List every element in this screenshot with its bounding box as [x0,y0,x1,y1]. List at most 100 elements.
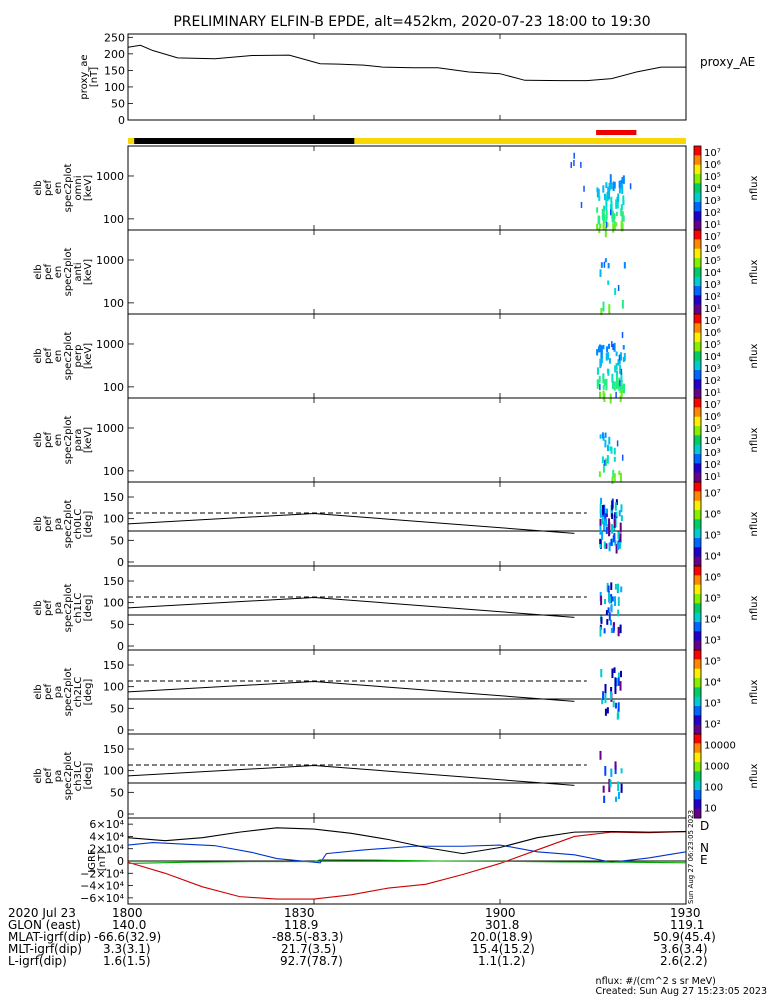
pitch-pixel [600,617,603,624]
spectrogram-pixel [613,381,616,391]
spectrogram-pixel [607,186,610,194]
y-tick-label: 150 [103,491,124,504]
spectrogram-pixel [608,343,611,349]
row-label: MLAT-igrf(dip) [8,930,92,944]
status-bar [128,130,686,144]
y-tick-label: 2×10⁴ [89,843,124,856]
y-axis-label-line: pef [43,432,54,449]
row-value: 2.6(2.2) [660,954,708,968]
y-axis-label-line: spec2plot [63,248,74,297]
pitch-pixel [604,708,607,716]
pitch-pixel [617,609,620,617]
spectrogram-pixel [599,434,602,439]
pitch-pixel [601,530,604,540]
colorbar-segment [694,762,701,772]
nflux-unit-note: nflux: #/(cm^2 s sr MeV) [595,976,716,987]
proxy-ae-line [127,44,686,82]
y-axis-label-line: para [73,429,84,452]
colorbar-tick-label: 10⁴ [704,352,721,363]
colorbar-segment [694,696,701,707]
pitch-pixel [611,596,614,602]
y-axis-label: elb pef en spec2plot anti [keV] [33,248,94,297]
spectrogram-pixel [602,185,605,193]
pitch-pixel [599,538,602,545]
row-value: 301.8 [485,918,520,932]
colorbar-segment [694,258,701,268]
pitch-pixel [610,538,613,546]
pitch-pixel [617,531,620,539]
spectrogram-pixel [611,213,614,223]
igrf-series-line [127,827,687,855]
spectrogram-pixel [617,284,620,291]
spectrogram-pixel [606,368,609,374]
spectrogram-pixel [604,432,607,438]
spectrogram-pixel [601,432,604,439]
proxy-ae-panel: 250 200 150 100 50 0 proxy_AE proxy_ae [nT] [79,31,755,127]
colorbar-segment [694,584,701,595]
spectrogram-pixel [600,345,603,354]
colorbar-tick-label: 10⁶ [704,160,721,171]
pitch-pixel [617,791,620,800]
pitch-pixel [603,504,606,515]
y-tick-label: 150 [103,659,124,672]
colorbar-tick-label: 10⁵ [704,657,721,668]
spectrogram-pixel [583,185,585,192]
colorbar-tick-label: 10³ [704,364,721,375]
colorbar-segment [694,715,701,726]
y-axis-label-line: proxy_ae [79,54,90,99]
spectrogram-pixel [605,352,608,361]
spectrogram-pixel [603,213,606,223]
panel-frame [127,229,687,315]
colorbar-tick-label: 10⁶ [704,412,721,423]
y-axis-label-line: spec2plot [63,752,74,801]
y-tick-label: −6×10⁴ [80,892,124,905]
y-axis-label-line: pa [53,518,64,530]
pitch-pixel [620,768,623,774]
spectrogram-pixel [604,439,607,448]
spectrogram-pixel [609,174,612,184]
colorbar-tick-label: 10⁵ [704,340,721,351]
y-axis-label-line: elb [33,432,44,447]
y-axis-label: elb pef pa spec2plot ch0LC [deg] [33,500,94,549]
pitch-pixel [612,700,615,708]
y-axis-label-line: spec2plot [63,668,74,717]
spectrogram-pixel [606,346,609,353]
spectrogram-pixel [598,375,601,383]
colorbar-segment [694,724,701,735]
y-axis-label-line: elb [33,768,44,783]
row-value: 20.0(18.9) [470,930,533,944]
spectrogram-pixel [596,187,599,192]
row-value: 3.3(3.1) [103,942,151,956]
pitch-pixel [610,524,613,534]
y-tick-label: 1000 [96,170,124,183]
y-axis-label-line: elb [33,600,44,615]
y-axis-label-line: pef [43,684,54,701]
pitch-pixel [618,537,621,546]
loss-cone-line [127,596,575,618]
y-axis-label-line: elb [33,264,44,279]
pitch-pixel [599,503,602,514]
pitch-pixel [604,693,607,704]
spectrogram-pixel [609,393,612,404]
colorbar: 10⁶ 10⁵ 10⁴ 10³ nflux [693,565,760,651]
pitch-pixel [619,522,622,533]
spectrogram-pixel [621,215,624,221]
colorbar-segment [694,566,701,576]
pitch-pixel [610,686,613,695]
spectrogram-pixel [612,469,615,478]
spectrogram-pixel [601,208,604,214]
spectrogram-pixel [606,455,609,464]
y-axis-label-line: spec2plot [63,584,74,633]
spectrogram-pixel [615,381,618,390]
colorbar-tick-label: 10⁴ [704,436,721,447]
y-axis-label-line: elb [33,516,44,531]
spectrogram-pixel [613,447,616,455]
row-label: GLON (east) [8,918,81,932]
spectrogram-pixel [613,473,616,482]
pitch-pixel [608,596,611,604]
y-axis-label-line: [deg] [83,679,94,706]
spectrogram-pixel [604,458,607,466]
